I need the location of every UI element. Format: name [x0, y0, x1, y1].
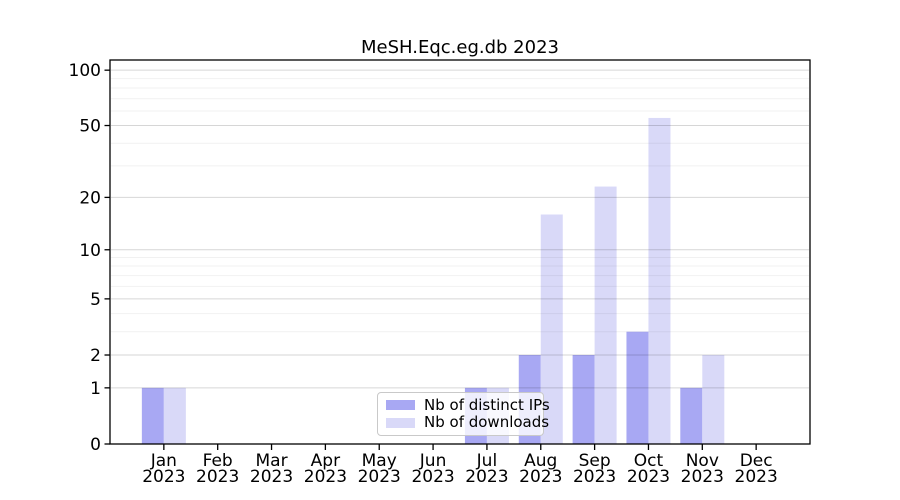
x-tick-label-year: 2023 [573, 467, 616, 487]
bar-distinct-ips-sep [572, 355, 595, 444]
x-tick-label-year: 2023 [142, 467, 185, 487]
chart-title: MeSH.Eqc.eg.db 2023 [361, 37, 559, 58]
x-tick-label-month: Dec [740, 451, 773, 471]
x-tick-label-year: 2023 [358, 467, 401, 487]
legend-label-distinct-ips: Nb of distinct IPs [424, 395, 550, 414]
x-tick-label-year: 2023 [627, 467, 670, 487]
bar-distinct-ips-oct [626, 331, 649, 444]
x-tick-label-year: 2023 [735, 467, 778, 487]
x-tick-label-month: Jul [476, 451, 498, 471]
plot-frame [109, 59, 811, 445]
legend: Nb of distinct IPs Nb of downloads [377, 392, 550, 436]
x-tick-label-year: 2023 [196, 467, 239, 487]
y-tick-label: 100 [69, 61, 101, 81]
legend-swatch-downloads [386, 417, 415, 428]
bar-downloads-nov [702, 355, 725, 444]
bar-downloads-sep [594, 186, 617, 444]
x-tick-label-month: Sep [579, 451, 611, 471]
y-tick-label: 2 [90, 346, 101, 366]
legend-label-downloads: Nb of downloads [424, 413, 550, 432]
x-tick-label-year: 2023 [304, 467, 347, 487]
x-tick-label-month: Nov [686, 451, 719, 471]
x-tick-label-month: Jun [419, 451, 447, 471]
x-tick-label-month: Mar [255, 451, 287, 471]
bar-distinct-ips-jan [141, 387, 164, 444]
legend-item-downloads: Nb of downloads [386, 415, 549, 430]
bar-downloads-oct [648, 117, 671, 445]
bar-distinct-ips-nov [680, 387, 703, 444]
bar-downloads-aug [540, 214, 563, 444]
x-tick-label-month: Oct [634, 451, 664, 471]
bar-downloads-jan [163, 387, 186, 444]
x-tick-label-month: Aug [524, 451, 557, 471]
x-tick-label-year: 2023 [519, 467, 562, 487]
x-tick-label-month: Jan [150, 451, 177, 471]
y-tick-label: 20 [79, 188, 101, 208]
y-tick-label: 5 [90, 290, 101, 310]
x-tick-label-year: 2023 [250, 467, 293, 487]
legend-swatch-distinct-ips [386, 400, 415, 411]
x-tick-label-year: 2023 [681, 467, 724, 487]
legend-item-distinct-ips: Nb of distinct IPs [386, 397, 550, 413]
x-tick-label-year: 2023 [465, 467, 508, 487]
x-tick-label-month: Feb [203, 451, 233, 471]
x-tick-label-month: Apr [311, 451, 340, 471]
y-tick-label: 0 [90, 435, 101, 455]
x-tick-label-year: 2023 [411, 467, 454, 487]
y-tick-label: 10 [79, 241, 101, 261]
y-tick-label: 1 [90, 379, 101, 399]
x-tick-label-month: May [362, 451, 397, 471]
y-tick-label: 50 [79, 117, 101, 137]
